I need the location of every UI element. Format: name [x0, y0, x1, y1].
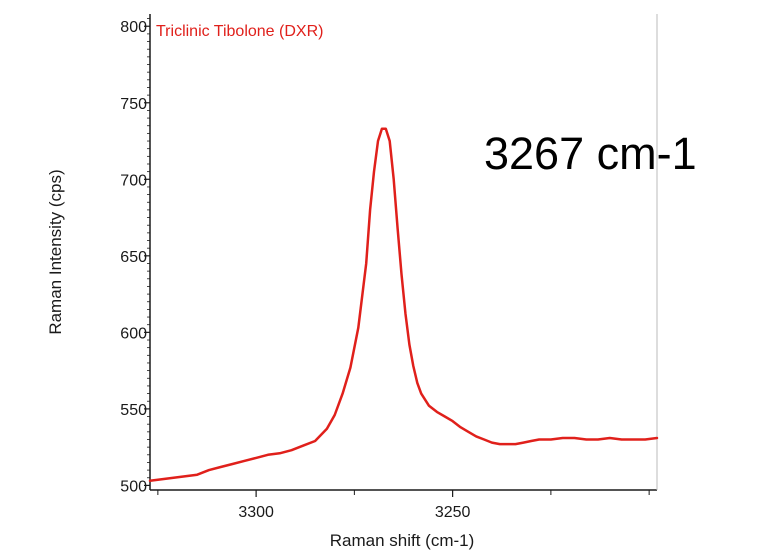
x-axis-ticks: 3300 3250 — [157, 490, 650, 521]
series-line-triclinic-tibolone — [148, 127, 659, 483]
y-tick-label: 550 — [120, 402, 147, 419]
y-axis-ticks: 500 550 600 650 700 750 800 — [120, 18, 150, 495]
y-tick-label: 750 — [120, 96, 147, 113]
peak-annotation: 3267 cm-1 — [484, 128, 697, 179]
x-tick-label: 3250 — [435, 504, 471, 521]
x-tick-label: 3300 — [238, 504, 274, 521]
y-axis-label: Raman Intensity (cps) — [46, 169, 65, 334]
x-axis-label: Raman shift (cm-1) — [330, 531, 475, 550]
y-tick-label: 800 — [120, 19, 147, 36]
series-label: Triclinic Tibolone (DXR) — [156, 23, 323, 40]
y-tick-label: 600 — [120, 325, 147, 342]
y-tick-label: 650 — [120, 249, 147, 266]
y-tick-label: 500 — [120, 478, 147, 495]
plot-frame — [149, 14, 658, 491]
y-tick-label: 700 — [120, 172, 147, 189]
